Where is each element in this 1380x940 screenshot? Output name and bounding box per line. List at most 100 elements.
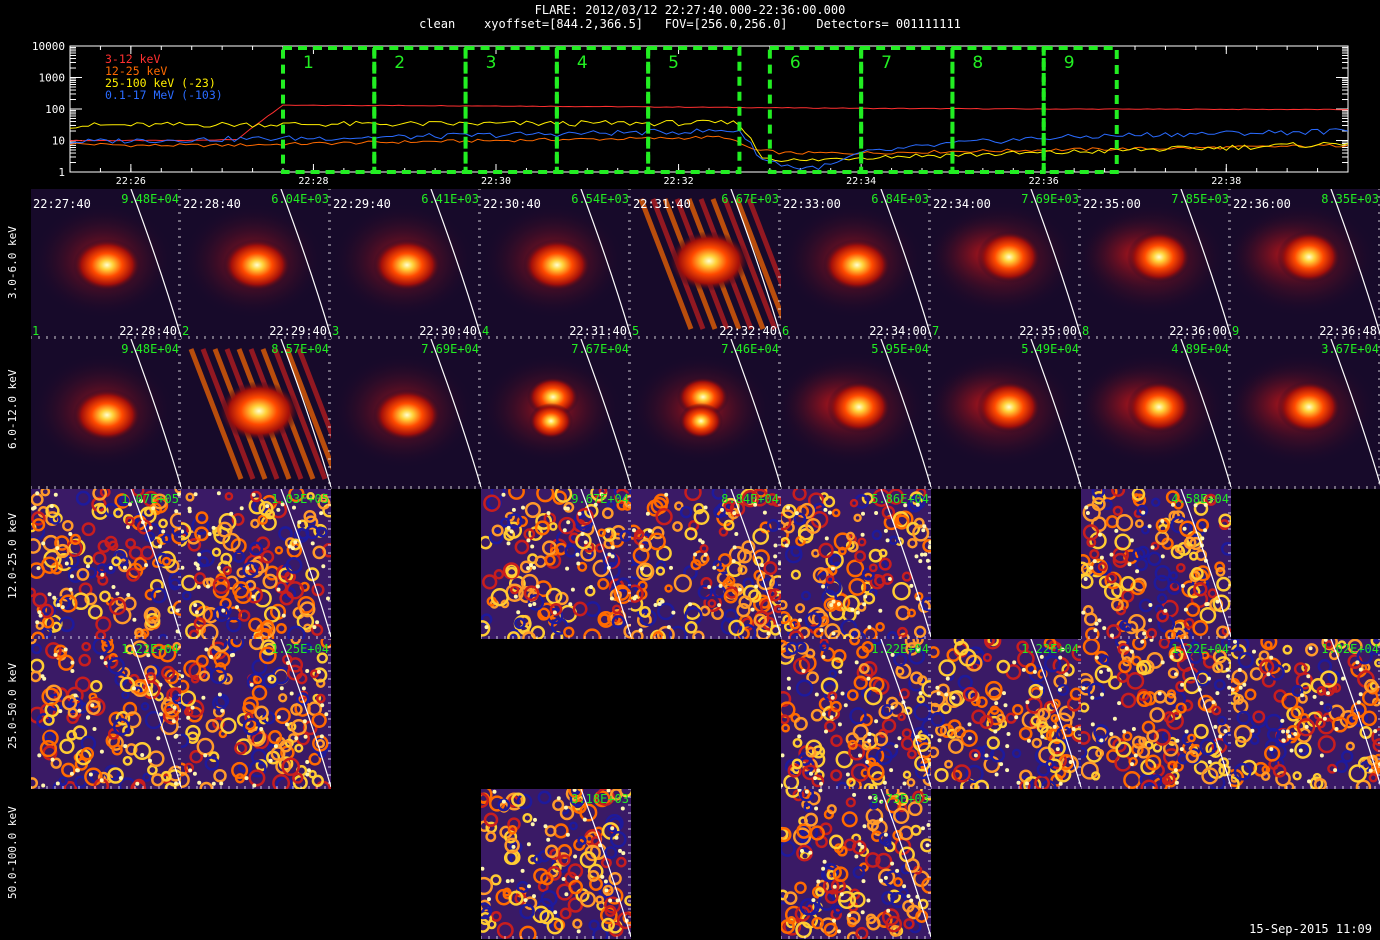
noise-blob (31, 587, 37, 598)
panel-max-label: 5.86E+04 (871, 492, 929, 506)
noise-blob (588, 919, 600, 931)
noise-blob (491, 524, 504, 537)
image-panel: 3.18E+03 (481, 789, 631, 939)
panel-max-label: 7.85E+03 (1171, 192, 1229, 206)
noise-blob (811, 774, 825, 788)
noise-blob (1190, 567, 1204, 581)
noise-blob (901, 728, 913, 739)
noise-blob (520, 573, 539, 592)
noise-blob (568, 821, 578, 831)
noise-blob (527, 854, 538, 865)
image-panel: 9.48E+04 22:27:40 22:28:40 1 (31, 189, 181, 339)
panel-image (1231, 339, 1380, 489)
noise-blob (611, 615, 626, 629)
noise-blob (830, 908, 842, 921)
solar-limb (130, 189, 181, 338)
image-panel: 1.22E+04 (31, 639, 181, 789)
noise-spot (193, 603, 198, 608)
noise-blob (303, 509, 317, 523)
noise-spot (999, 762, 1004, 767)
solar-limb (880, 339, 931, 488)
noise-blob (1305, 643, 1319, 657)
noise-spot (1281, 738, 1286, 743)
y-tick-label: 1000 (39, 72, 66, 85)
noise-spot (1055, 747, 1060, 752)
noise-blob (655, 560, 667, 571)
noise-blob (863, 783, 874, 789)
noise-spot (510, 878, 515, 883)
noise-blob (212, 695, 228, 711)
noise-spot (1373, 729, 1378, 734)
noise-spot (1003, 703, 1008, 708)
noise-spot (837, 722, 842, 727)
noise-blob (1156, 593, 1168, 604)
noise-spot (546, 837, 551, 842)
noise-blob (589, 877, 603, 891)
noise-spot (55, 546, 60, 551)
noise-spot (1169, 654, 1174, 659)
noise-blob (852, 866, 866, 879)
noise-blob (601, 917, 615, 932)
noise-blob (260, 639, 277, 656)
noise-spot (862, 824, 867, 829)
noise-blob (684, 620, 698, 634)
noise-blob (281, 757, 300, 777)
noise-spot (31, 506, 35, 511)
panel-max-label: 6.04E+03 (271, 192, 329, 206)
noise-spot (290, 546, 295, 551)
noise-blob (737, 564, 748, 575)
panel-max-label: 5.49E+04 (1021, 342, 1079, 356)
noise-spot (1093, 628, 1098, 633)
noise-spot (99, 655, 104, 660)
noise-blob (938, 659, 956, 677)
solar-limb (730, 489, 781, 638)
noise-blob (1127, 614, 1146, 632)
series-line-1 (70, 135, 1348, 155)
noise-spot (1160, 519, 1165, 523)
noise-spot (804, 789, 809, 794)
noise-blob (853, 513, 862, 523)
noise-spot (786, 676, 791, 681)
noise-blob (781, 610, 791, 625)
noise-spot (632, 596, 637, 601)
noise-spot (268, 758, 273, 763)
noise-blob (795, 603, 806, 614)
noise-blob (516, 515, 528, 528)
noise-spot (1149, 639, 1154, 642)
noise-blob (1120, 692, 1137, 709)
solar-limb (280, 639, 331, 788)
noise-blob (488, 529, 504, 545)
noise-spot (1226, 674, 1231, 679)
noise-spot (47, 592, 52, 597)
noise-blob (181, 771, 190, 789)
noise-spot (1205, 602, 1210, 606)
noise-blob (815, 887, 825, 897)
noise-blob (1156, 609, 1169, 623)
noise-blob (92, 489, 108, 501)
noise-spot (760, 563, 764, 568)
noise-blob (1083, 612, 1098, 627)
noise-blob (226, 617, 242, 633)
noise-spot (1099, 669, 1103, 674)
noise-blob (301, 642, 313, 654)
noise-blob (252, 674, 263, 685)
panel-image (481, 339, 631, 489)
noise-blob (1157, 615, 1176, 633)
noise-blob (953, 639, 965, 646)
noise-spot (865, 760, 870, 764)
x-tick-label: 22:34 (846, 176, 876, 187)
noise-blob (288, 489, 305, 503)
noise-spot (1039, 654, 1044, 659)
noise-blob (1082, 524, 1100, 541)
noise-blob (849, 639, 861, 646)
noise-blob (1212, 662, 1224, 674)
noise-blob (242, 561, 259, 578)
noise-spot (1182, 526, 1187, 531)
noise-spot (936, 691, 941, 696)
noise-blob (1189, 570, 1201, 583)
noise-blob (1284, 781, 1295, 789)
noise-spot (1109, 552, 1114, 557)
noise-blob (287, 657, 304, 673)
noise-blob (636, 612, 652, 628)
noise-blob (700, 577, 713, 589)
